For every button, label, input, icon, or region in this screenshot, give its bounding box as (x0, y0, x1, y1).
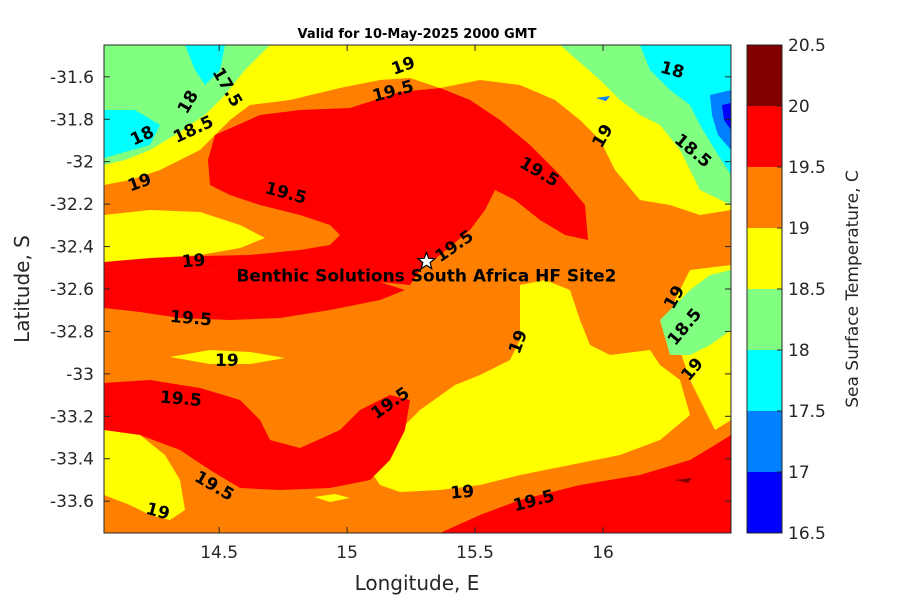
y-tick-label: -33.4 (50, 450, 94, 470)
region-cyan-northwest (104, 110, 160, 158)
region-cyan-northwest-2 (185, 45, 225, 85)
site-marker-group: Benthic Solutions South Africa HF Site2 (236, 250, 616, 286)
x-tick-label: 15 (336, 543, 358, 563)
y-tick-label: -32.6 (50, 280, 94, 300)
colorbar-tick-label: 20.5 (788, 36, 826, 56)
colorbar-band (747, 106, 782, 167)
contour-label: 19.5 (169, 307, 213, 331)
colorbar-tick-label: 19 (788, 219, 810, 239)
x-axis-ticks: 14.5 15 15.5 16 (200, 45, 614, 563)
y-tick-label: -32.4 (50, 238, 94, 258)
region-yellow-east (370, 280, 690, 492)
colorbar-tick-label: 17.5 (788, 402, 826, 422)
contour-label: 19 (215, 351, 239, 371)
region-cyan-northeast (640, 45, 731, 175)
colorbar-tick-label: 19.5 (788, 158, 826, 178)
x-tick-label: 16 (592, 543, 614, 563)
colorbar-tick-label: 18 (788, 341, 810, 361)
region-yellow-west (104, 210, 265, 262)
colorbar-band (747, 228, 782, 289)
y-tick-label: -32.8 (50, 322, 94, 342)
colorbar-band (747, 411, 782, 472)
y-tick-label: -33.6 (50, 492, 94, 512)
colorbar-band (747, 350, 782, 411)
contour-label: 19 (181, 250, 206, 272)
y-tick-label: -32 (66, 153, 94, 173)
colorbar-tick-label: 17 (788, 463, 810, 483)
region-yellow-speck-south (314, 494, 350, 502)
y-axis-ticks: -31.6 -31.8 -32 -32.2 -32.4 -32.6 -32.8 -33 -33.… (50, 68, 731, 512)
colorbar-tick-label: 18.5 (788, 280, 826, 300)
x-tick-label: 14.5 (200, 543, 238, 563)
region-yellow-north (104, 45, 731, 215)
chart-title: Valid for 10-May-2025 2000 GMT (298, 27, 537, 42)
site-star-marker (416, 250, 437, 271)
colorbar-band (747, 167, 782, 228)
region-red-central (104, 88, 588, 285)
x-axis-label: Longitude, E (355, 571, 480, 595)
region-red-southwest (104, 380, 410, 490)
y-tick-label: -31.6 (50, 68, 94, 88)
region-maroon-speck (675, 478, 692, 483)
region-green-east-edge (660, 270, 731, 355)
colorbar-tick-label: 16.5 (788, 524, 826, 544)
colorbar-tick-label: 20 (788, 97, 810, 117)
region-darkblue-northeast (722, 103, 731, 130)
contour-label: 19 (450, 482, 475, 504)
region-red-west (104, 266, 405, 320)
region-yellow-southwest (104, 430, 185, 520)
region-blue-speck (596, 96, 610, 101)
y-axis-label: Latitude, S (10, 235, 34, 343)
colorbar-band (747, 472, 782, 533)
colorbar: 20.5 20 19.5 19 18.5 18 17.5 17 16.5 (746, 36, 826, 544)
contour-label: 19.5 (159, 388, 203, 412)
y-tick-label: -33.2 (50, 407, 94, 427)
site-label: Benthic Solutions South Africa HF Site2 (236, 266, 616, 286)
colorbar-band (747, 289, 782, 350)
region-yellow-lens (170, 350, 285, 364)
region-red-southeast (440, 435, 731, 533)
y-tick-label: -31.8 (50, 110, 94, 130)
y-tick-label: -33 (66, 365, 94, 385)
x-tick-label: 15.5 (456, 543, 494, 563)
y-tick-label: -32.2 (50, 195, 94, 215)
colorbar-label: Sea Surface Temperature, C (843, 170, 863, 408)
colorbar-band (747, 45, 782, 106)
contour-plot-area (104, 45, 731, 533)
